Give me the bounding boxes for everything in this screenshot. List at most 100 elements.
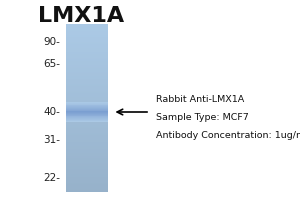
Bar — [66, 27, 108, 28]
Bar — [66, 109, 108, 110]
Bar — [66, 118, 108, 119]
Bar — [66, 43, 108, 44]
Bar — [66, 97, 108, 98]
Bar — [66, 100, 108, 101]
Bar — [66, 175, 108, 176]
Bar — [66, 157, 108, 158]
Bar — [66, 113, 108, 114]
Bar — [66, 90, 108, 91]
Bar — [66, 153, 108, 154]
Bar — [66, 185, 108, 186]
Bar — [66, 147, 108, 148]
Bar — [66, 92, 108, 93]
Bar — [66, 88, 108, 89]
Bar — [66, 156, 108, 157]
Bar — [66, 50, 108, 51]
Bar — [66, 55, 108, 56]
Bar — [66, 114, 108, 115]
Bar — [66, 151, 108, 152]
Bar — [66, 145, 108, 146]
Bar — [66, 75, 108, 76]
Bar — [66, 42, 108, 43]
Bar — [66, 61, 108, 62]
Bar — [66, 85, 108, 86]
Bar — [66, 103, 108, 104]
Bar — [66, 93, 108, 94]
Bar — [66, 45, 108, 46]
Bar — [66, 84, 108, 85]
Bar — [66, 131, 108, 132]
Text: 65-: 65- — [43, 59, 60, 69]
Bar — [66, 30, 108, 31]
Bar — [66, 143, 108, 144]
Bar — [66, 87, 108, 88]
Bar — [66, 108, 108, 109]
Bar — [66, 24, 108, 25]
Bar — [66, 71, 108, 72]
Text: 40-: 40- — [43, 107, 60, 117]
Bar — [66, 44, 108, 45]
Bar — [66, 56, 108, 57]
Bar — [66, 178, 108, 179]
Bar — [66, 91, 108, 92]
Bar — [66, 106, 108, 107]
Bar — [66, 72, 108, 73]
Bar — [66, 137, 108, 138]
Bar — [66, 127, 108, 128]
Bar — [66, 132, 108, 133]
Bar — [66, 125, 108, 126]
Bar — [66, 183, 108, 184]
Bar — [66, 158, 108, 159]
Bar — [66, 154, 108, 155]
Bar — [66, 188, 108, 189]
Bar — [66, 179, 108, 180]
Bar — [66, 110, 108, 111]
Bar — [66, 174, 108, 175]
Bar — [66, 79, 108, 80]
Bar — [66, 52, 108, 53]
Bar — [66, 163, 108, 164]
Bar — [66, 40, 108, 41]
Bar — [66, 101, 108, 102]
Bar — [66, 177, 108, 178]
Bar — [66, 105, 108, 106]
Bar — [66, 83, 108, 84]
Bar — [66, 150, 108, 151]
Bar — [66, 76, 108, 77]
Bar — [66, 171, 108, 172]
Bar — [66, 86, 108, 87]
Bar — [66, 99, 108, 100]
Text: 31-: 31- — [43, 135, 60, 145]
Bar — [66, 80, 108, 81]
Bar — [66, 164, 108, 165]
Bar — [66, 53, 108, 54]
Bar — [66, 68, 108, 69]
Bar — [66, 69, 108, 70]
Bar — [66, 37, 108, 38]
Bar — [66, 136, 108, 137]
Bar — [66, 25, 108, 26]
Bar — [66, 161, 108, 162]
Bar — [66, 170, 108, 171]
Bar — [66, 64, 108, 65]
Bar — [66, 144, 108, 145]
Bar — [66, 116, 108, 117]
Bar — [66, 111, 108, 112]
Bar — [66, 63, 108, 64]
Bar — [66, 29, 108, 30]
Bar — [66, 155, 108, 156]
Bar — [66, 96, 108, 97]
Bar — [66, 60, 108, 61]
Bar — [66, 41, 108, 42]
Bar — [66, 152, 108, 153]
Bar — [66, 65, 108, 66]
Bar — [66, 142, 108, 143]
Text: Antibody Concentration: 1ug/mL: Antibody Concentration: 1ug/mL — [156, 130, 300, 140]
Bar — [66, 172, 108, 173]
Bar — [66, 47, 108, 48]
Bar — [66, 115, 108, 116]
Bar — [66, 129, 108, 130]
Bar — [66, 62, 108, 63]
Bar — [66, 123, 108, 124]
Bar — [66, 66, 108, 67]
